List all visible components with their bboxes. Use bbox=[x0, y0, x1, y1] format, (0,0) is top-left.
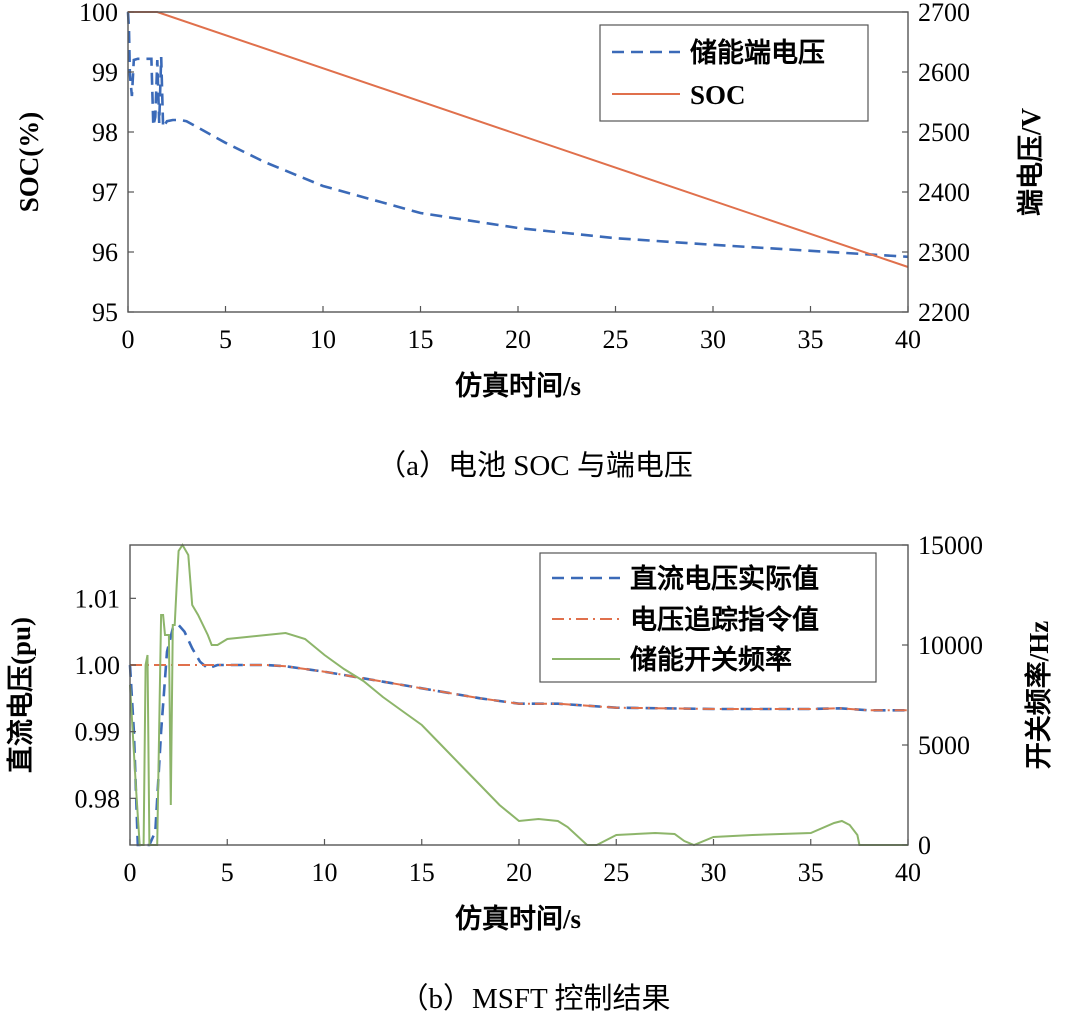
chart-a-x-tick-label: 5 bbox=[219, 325, 232, 354]
chart-b-legend: 直流电压实际值 电压追踪指令值 储能开关频率 bbox=[539, 552, 877, 683]
chart-a-x-tick-label: 40 bbox=[895, 325, 921, 354]
chart-a-y2-tick-label: 2400 bbox=[918, 178, 970, 207]
chart-a-x-tick-label: 10 bbox=[310, 325, 336, 354]
chart-a-x-ticks: 0 5 10 15 20 25 30 35 40 bbox=[122, 306, 921, 354]
chart-a-y2-tick-label: 2300 bbox=[918, 238, 970, 267]
chart-a-y2-tick-label: 2500 bbox=[918, 118, 970, 147]
chart-a-y-tick-label: 95 bbox=[92, 298, 118, 327]
chart-a-x-axis-label: 仿真时间/s bbox=[455, 371, 581, 401]
chart-b-legend-label-frequency: 储能开关频率 bbox=[630, 644, 792, 675]
chart-a-y-tick-label: 100 bbox=[79, 0, 118, 27]
chart-b-y-ticks: 0.98 0.99 1.00 1.01 bbox=[75, 584, 136, 813]
chart-b-x-tick-label: 25 bbox=[603, 858, 629, 887]
chart-b-y-tick-label: 0.99 bbox=[75, 718, 121, 747]
chart-b-y-tick-label: 1.01 bbox=[75, 584, 121, 613]
chart-b-y2-ticks: 0 5000 10000 15000 bbox=[902, 531, 983, 860]
chart-a-y-ticks: 95 96 97 98 99 100 bbox=[79, 0, 134, 327]
chart-b-y-tick-label: 1.00 bbox=[75, 651, 121, 680]
chart-b-y-tick-label: 0.98 bbox=[75, 784, 121, 813]
chart-a-y-axis-label: SOC(%) bbox=[14, 112, 44, 213]
chart-a-y-tick-label: 97 bbox=[92, 178, 118, 207]
chart-a-legend: 储能端电压 SOC bbox=[599, 24, 869, 122]
chart-a-x-tick-label: 30 bbox=[700, 325, 726, 354]
chart-b-legend-box bbox=[539, 552, 877, 683]
chart-b-x-tick-label: 5 bbox=[221, 858, 234, 887]
chart-b-y2-tick-label: 0 bbox=[918, 831, 931, 860]
chart-b-y2-tick-label: 10000 bbox=[918, 631, 983, 660]
chart-b-x-tick-label: 35 bbox=[798, 858, 824, 887]
chart-b-x-ticks: 0 5 10 15 20 25 30 35 40 bbox=[124, 839, 921, 887]
chart-a-y-tick-label: 99 bbox=[92, 58, 118, 87]
chart-b-legend-label-command: 电压追踪指令值 bbox=[630, 604, 819, 635]
chart-b-x-tick-label: 20 bbox=[506, 858, 532, 887]
chart-b-x-tick-label: 10 bbox=[312, 858, 338, 887]
chart-b-x-tick-label: 0 bbox=[124, 858, 137, 887]
chart-b-x-tick-label: 15 bbox=[409, 858, 435, 887]
chart-a-legend-label-soc: SOC bbox=[690, 80, 746, 110]
chart-b-caption: （b）MSFT 控制结果 bbox=[400, 982, 671, 1015]
chart-a-x-tick-label: 0 bbox=[122, 325, 135, 354]
chart-b-y2-axis-label: 开关频率/Hz bbox=[1023, 621, 1054, 770]
chart-b-y2-tick-label: 15000 bbox=[918, 531, 983, 560]
chart-a-y2-axis-label: 端电压/V bbox=[1016, 107, 1046, 216]
chart-a-y2-ticks: 2200 2300 2400 2500 2600 2700 bbox=[902, 0, 970, 327]
chart-a-x-tick-label: 35 bbox=[798, 325, 824, 354]
chart-a-x-tick-label: 20 bbox=[505, 325, 531, 354]
chart-b-x-tick-label: 40 bbox=[895, 858, 921, 887]
chart-b-series-line-1 bbox=[130, 664, 908, 712]
chart-a-series-line-0 bbox=[126, 11, 909, 259]
chart-a-y-tick-label: 96 bbox=[92, 238, 118, 267]
chart-a-y-tick-label: 98 bbox=[92, 118, 118, 147]
chart-a-caption: （a）电池 SOC 与端电压 bbox=[377, 449, 693, 482]
chart-a-y2-tick-label: 2200 bbox=[918, 298, 970, 327]
chart-a-y2-tick-label: 2700 bbox=[918, 0, 970, 27]
chart-a-x-tick-label: 15 bbox=[408, 325, 434, 354]
chart-b-x-tick-label: 30 bbox=[701, 858, 727, 887]
chart-a-y2-tick-label: 2600 bbox=[918, 58, 970, 87]
chart-b: 0 5 10 15 20 25 30 35 40 0.98 0.99 1.00 1.01 0 5000 1… bbox=[6, 531, 1054, 1015]
chart-a-legend-label-voltage: 储能端电压 bbox=[690, 37, 825, 68]
chart-b-legend-label-actual: 直流电压实际值 bbox=[630, 563, 819, 594]
chart-b-x-axis-label: 仿真时间/s bbox=[455, 904, 581, 934]
chart-b-y-axis-label: 直流电压(pu) bbox=[6, 617, 36, 773]
chart-b-y2-tick-label: 5000 bbox=[918, 731, 970, 760]
chart-a-x-tick-label: 25 bbox=[603, 325, 629, 354]
chart-a-legend-box bbox=[599, 24, 869, 122]
